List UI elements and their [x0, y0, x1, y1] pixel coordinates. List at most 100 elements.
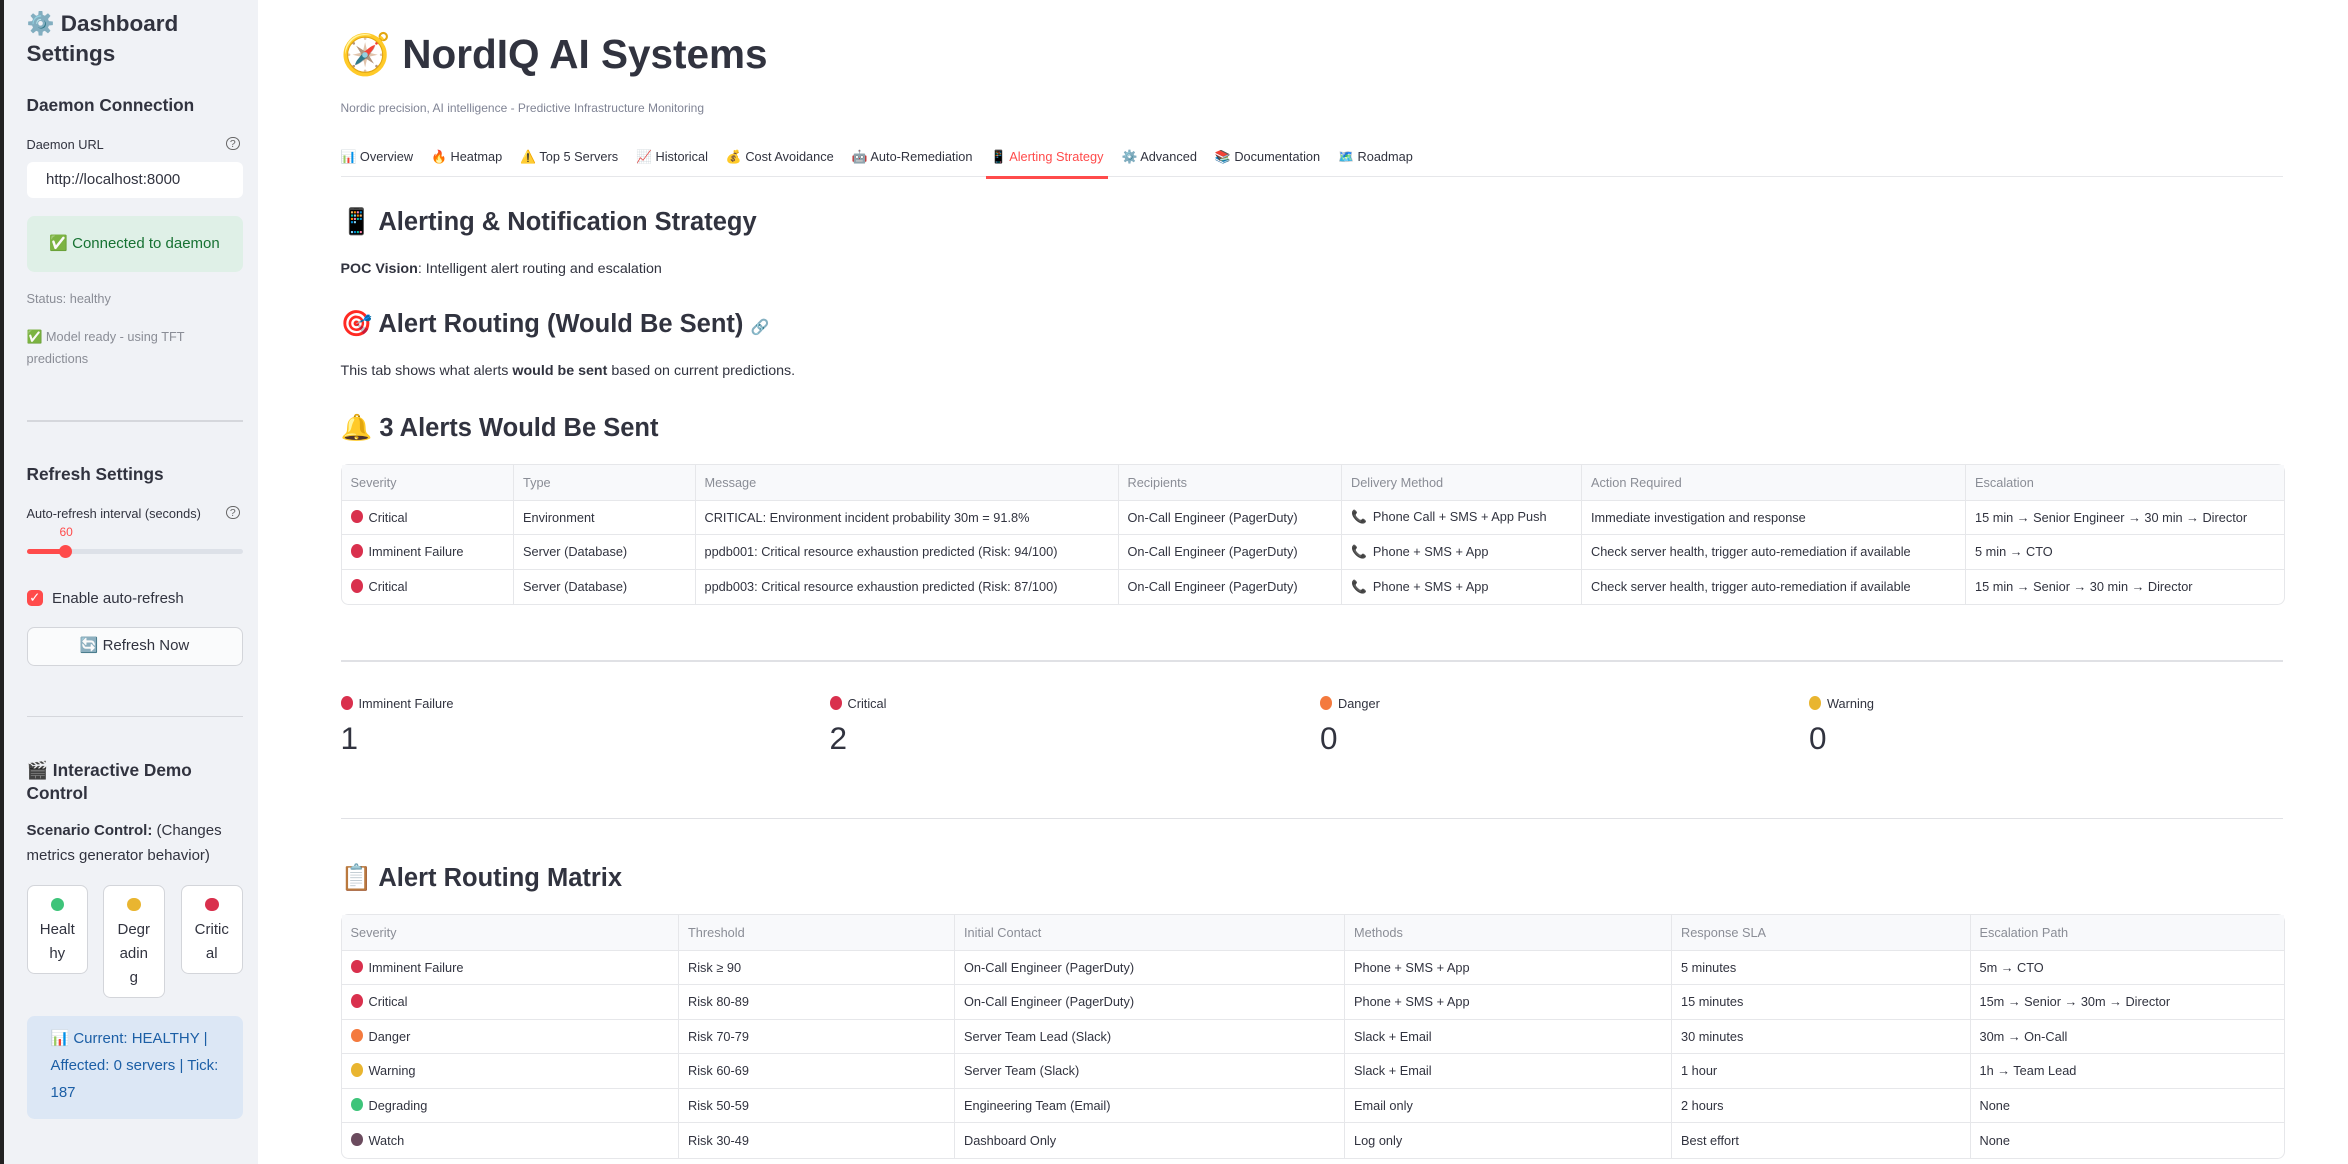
- table-cell: On-Call Engineer (PagerDuty): [955, 950, 1345, 985]
- interval-slider[interactable]: [26, 544, 243, 558]
- table-cell: 30m → On-Call: [1970, 1020, 2284, 1054]
- column-header[interactable]: Initial Contact: [955, 914, 1345, 951]
- phone-icon: 📞: [1351, 509, 1367, 525]
- tab-heatmap[interactable]: 🔥 Heatmap: [431, 148, 503, 164]
- table-cell: Risk 80-89: [679, 985, 955, 1020]
- tab-historical[interactable]: 📈 Historical: [636, 148, 708, 164]
- tab-autoremediation[interactable]: 🤖 Auto-Remediation: [851, 148, 973, 164]
- alert-routing-heading-text: 🎯 Alert Routing (Would Be Sent): [340, 310, 744, 338]
- table-row: Imminent Failure Server (Database) ppdb001…: [341, 535, 2284, 570]
- cell-text: 30m → On-Call: [1979, 1028, 2068, 1044]
- alerts-table: Severity Type Message Recipients Delivery Me…: [340, 463, 2285, 605]
- table-cell: Dashboard Only: [955, 1123, 1345, 1158]
- table-header-row: Severity Threshold Initial Contact Methods R…: [341, 914, 2284, 951]
- cell-text: Check server health, trigger auto-remedi…: [1591, 544, 1911, 560]
- column-header[interactable]: Type: [514, 464, 696, 501]
- column-header[interactable]: Severity: [341, 464, 514, 501]
- table-cell: Best effort: [1672, 1123, 1971, 1158]
- critical-circle-icon: [829, 696, 842, 710]
- table-cell: 15 min → Senior → 30 min → Director: [1966, 570, 2284, 605]
- table-cell: 15 min → Senior Engineer → 30 min → Dire…: [1966, 501, 2284, 535]
- tab-overview[interactable]: 📊 Overview: [340, 148, 414, 164]
- help-icon[interactable]: ?: [226, 136, 240, 150]
- cell-text: Environment: [523, 509, 595, 525]
- table-cell: Server (Database): [514, 569, 696, 604]
- cell-text: 15 minutes: [1681, 994, 1744, 1010]
- auto-refresh-checkbox[interactable]: ✓: [26, 589, 43, 606]
- cell-text: Check server health, trigger auto-remedi…: [1591, 579, 1911, 595]
- app-title-text: NordIQ AI Systems: [402, 31, 768, 77]
- scenario-critical-button[interactable]: Critical: [181, 885, 243, 974]
- warning-circle-icon: [350, 1063, 363, 1077]
- cell-text: Phone + SMS + App: [1354, 994, 1470, 1010]
- cell-text: 1h → Team Lead: [1979, 1063, 2077, 1079]
- table-cell: 15 minutes: [1672, 985, 1971, 1020]
- column-header[interactable]: Message: [695, 464, 1119, 501]
- compass-logo-icon: 🧭: [340, 31, 391, 77]
- tab-cost-avoidance[interactable]: 💰 Cost Avoidance: [725, 148, 834, 164]
- cell-text: Server (Database): [523, 544, 628, 560]
- cell-text: Immediate investigation and response: [1591, 509, 1806, 525]
- status-text: Status: healthy: [26, 291, 111, 306]
- tab-documentation[interactable]: 📚 Documentation: [1214, 148, 1321, 164]
- table-cell: Immediate investigation and response: [1582, 500, 1966, 535]
- tab-roadmap[interactable]: 🗺️ Roadmap: [1338, 148, 1413, 164]
- table-cell: 📞 Phone + SMS + App: [1342, 569, 1582, 604]
- tab-top-5-servers[interactable]: ⚠️ Top 5 Servers: [520, 148, 619, 164]
- current-scenario-info: 📊 Current: HEALTHY | Affected: 0 servers…: [26, 1015, 243, 1119]
- table-cell: Check server health, trigger auto-remedi…: [1582, 535, 1966, 570]
- scenario-degrading-button[interactable]: Degrading: [103, 885, 165, 998]
- table-cell: Imminent Failure: [341, 950, 679, 985]
- link-icon[interactable]: 🔗: [750, 319, 770, 336]
- cell-text: 2 hours: [1681, 1097, 1724, 1113]
- scenario-text: (Changes metrics generator behavior): [26, 821, 222, 865]
- cell-text: CRITICAL: Environment incident probabili…: [704, 509, 1030, 525]
- scenario-description: Scenario Control: (Changes metrics gener…: [27, 818, 230, 869]
- refresh-now-button[interactable]: 🔄 Refresh Now: [26, 627, 243, 666]
- table-cell: Server Team (Slack): [955, 1054, 1345, 1089]
- column-header[interactable]: Threshold: [679, 914, 955, 951]
- cell-text: Critical: [368, 579, 408, 595]
- tab-alerting-strategy[interactable]: 📱 Alerting Strategy: [985, 146, 1109, 179]
- cell-text: On-Call Engineer (PagerDuty): [964, 994, 1135, 1010]
- cell-text: Risk 50-59: [688, 1097, 749, 1113]
- daemon-url-input[interactable]: http://localhost:8000: [26, 162, 243, 198]
- imminent-circle-icon: [340, 696, 353, 710]
- table-cell: None: [1970, 1089, 2284, 1123]
- danger-circle-icon: [1320, 696, 1332, 710]
- sidebar-title: ⚙️ Dashboard Settings: [26, 11, 179, 66]
- table-cell: Imminent Failure: [341, 535, 514, 570]
- demo-control-heading: 🎬 Interactive Demo Control: [26, 760, 192, 803]
- tab-advanced[interactable]: ⚙️ Advanced: [1121, 148, 1197, 164]
- cell-text: On-Call Engineer (PagerDuty): [1127, 544, 1298, 560]
- cell-text: Log only: [1354, 1132, 1403, 1148]
- column-header[interactable]: Recipients: [1118, 464, 1342, 501]
- help-icon[interactable]: ?: [226, 505, 240, 519]
- table-cell: Risk 50-59: [679, 1088, 955, 1123]
- routing-matrix-heading: 📋 Alert Routing Matrix: [340, 863, 623, 892]
- table-cell: Log only: [1345, 1123, 1672, 1158]
- table-cell: Critical: [341, 985, 679, 1020]
- column-header[interactable]: Response SLA: [1672, 914, 1971, 951]
- cell-text: Risk 80-89: [688, 994, 749, 1010]
- table-row: Critical Server (Database) ppdb003: Critic…: [342, 569, 2285, 605]
- metric-label-text: Critical: [847, 696, 887, 711]
- cell-text: Risk 70-79: [688, 1028, 749, 1044]
- metric-label: Danger: [1320, 696, 1380, 711]
- column-header[interactable]: Methods: [1345, 914, 1672, 951]
- desc-bold: would be sent: [512, 363, 608, 379]
- column-header[interactable]: Severity: [341, 914, 679, 951]
- scenario-healthy-button[interactable]: Healthy: [26, 885, 88, 974]
- column-header[interactable]: Escalation Path: [1970, 914, 2284, 951]
- table-row: Danger Risk 70-79 Server Team Lead (Slack)…: [341, 1019, 2284, 1054]
- cell-text: Server Team Lead (Slack): [964, 1028, 1112, 1044]
- app-title: 🧭 NordIQ AI Systems: [341, 30, 768, 78]
- cell-text: 5m → CTO: [1979, 959, 2044, 975]
- column-header[interactable]: Escalation: [1966, 464, 2284, 501]
- column-header[interactable]: Action Required: [1582, 464, 1966, 501]
- column-header[interactable]: Delivery Method: [1342, 464, 1582, 501]
- imminent-circle-icon: [350, 959, 363, 974]
- table-cell: On-Call Engineer (PagerDuty): [955, 985, 1345, 1020]
- cell-text: Phone + SMS + App: [1372, 578, 1489, 594]
- slider-handle[interactable]: [58, 544, 73, 558]
